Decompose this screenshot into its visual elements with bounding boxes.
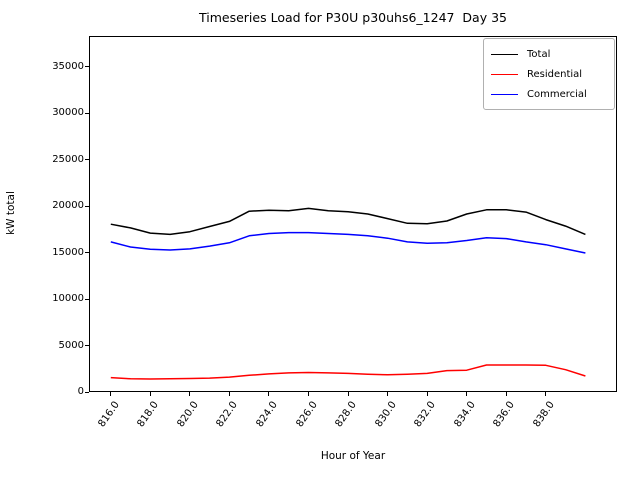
legend-row: Residential [491, 64, 607, 84]
y-tick-mark [85, 66, 89, 68]
y-tick-label: 25000 [52, 153, 84, 165]
x-tick-mark [110, 392, 112, 396]
y-tick-label: 35000 [52, 60, 84, 72]
legend-line-sample-residential [491, 73, 518, 75]
y-tick-mark [85, 252, 89, 254]
x-tick-mark [426, 392, 428, 396]
chart-title: Timeseries Load for P30U p30uhs6_1247 Da… [199, 10, 507, 25]
y-tick-label: 15000 [52, 246, 84, 258]
x-tick-mark [308, 392, 309, 396]
y-tick-label: 20000 [52, 200, 84, 212]
legend-label: Commercial [527, 88, 587, 100]
y-tick-mark [85, 159, 89, 161]
y-tick-label: 10000 [52, 293, 84, 305]
y-tick-mark [85, 298, 89, 300]
y-tick-mark [85, 391, 89, 393]
x-tick-mark [228, 392, 230, 396]
legend-row: Commercial [491, 84, 607, 104]
x-tick-mark [149, 392, 151, 396]
x-tick-mark [466, 392, 468, 396]
legend-label: Total [527, 48, 551, 60]
legend-box: Total Residential Commercial [483, 38, 615, 110]
legend-line-sample-commercial [491, 93, 518, 95]
y-tick-mark [85, 205, 89, 207]
y-tick-label: 5000 [58, 339, 84, 351]
y-tick-label: 30000 [52, 107, 84, 119]
y-tick-mark [85, 112, 89, 114]
y-tick-mark [85, 345, 89, 347]
x-tick-mark [505, 392, 507, 396]
x-tick-mark [268, 392, 270, 396]
x-axis-label: Hour of Year [320, 450, 386, 462]
legend-line-sample-total [491, 53, 518, 55]
y-tick-label: 0 [77, 386, 84, 397]
x-tick-mark [387, 392, 389, 396]
x-tick-mark [189, 392, 191, 396]
legend-label: Residential [527, 68, 583, 80]
legend-row: Total [491, 44, 607, 64]
y-axis-label: kW total [5, 191, 17, 235]
x-tick-mark [545, 392, 547, 396]
x-tick-mark [347, 392, 349, 396]
